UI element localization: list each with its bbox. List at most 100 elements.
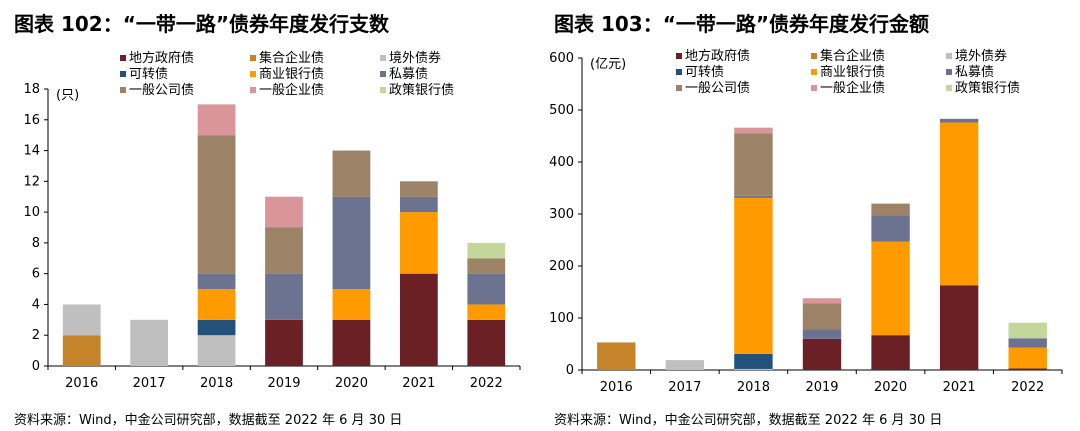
legend-swatch <box>676 53 682 59</box>
y-tick-label: 2 <box>32 328 40 343</box>
bar-segment <box>871 241 910 336</box>
legend-label: 境外债券 <box>955 48 1007 64</box>
x-tick-label: 2017 <box>133 376 166 391</box>
legend-swatch <box>250 55 256 61</box>
x-tick-label: 2020 <box>874 380 907 395</box>
legend-label: 集合企业债 <box>820 48 885 64</box>
chart-title: 图表 103：“一带一路”债券年度发行金额 <box>554 12 929 36</box>
y-tick-label: 12 <box>23 174 40 189</box>
bar-segment <box>399 273 438 366</box>
x-tick-label: 2018 <box>200 376 233 391</box>
bar-segment <box>734 368 773 370</box>
bar-segment <box>871 335 910 370</box>
y-tick-label: 300 <box>549 207 574 222</box>
legend-swatch <box>946 53 952 59</box>
legend-swatch <box>811 69 817 75</box>
legend-swatch <box>380 55 386 61</box>
chart-panel-issuance-amount: 图表 103：“一带一路”债券年度发行金额 0 100 200 300 400 500 60… <box>540 0 1080 431</box>
y-tick-label: 18 <box>23 82 40 97</box>
legend-label: 商业银行债 <box>820 65 885 80</box>
y-tick-label: 500 <box>549 103 574 118</box>
bar-segment <box>467 242 506 259</box>
bar-segment <box>62 304 101 336</box>
legend-swatch <box>380 87 386 93</box>
bar-segment <box>332 150 371 197</box>
y-tick-label: 200 <box>549 259 574 274</box>
legend-swatch <box>250 71 256 77</box>
bar-segment <box>467 273 506 305</box>
stacked-bar-chart-amount: 0 100 200 300 400 500 600 (亿元) 2016 2017 2018 2019 2… <box>549 48 1063 395</box>
legend-label: 可转债 <box>129 67 168 82</box>
legend-label: 地方政府债 <box>685 48 750 64</box>
legend-label: 一般企业债 <box>820 80 885 96</box>
legend-swatch <box>120 55 126 61</box>
bar-segment <box>939 285 979 370</box>
legend-label: 政策银行债 <box>389 82 454 98</box>
bar-segment <box>265 319 303 366</box>
bar-segment <box>467 258 506 274</box>
x-tick-label: 2016 <box>600 380 633 395</box>
bar-segment <box>939 122 979 286</box>
bar-segment <box>734 127 773 134</box>
chart-title: 图表 102：“一带一路”债券年度发行支数 <box>14 12 389 36</box>
legend-label: 私募债 <box>955 65 994 80</box>
legend-label: 一般企业债 <box>259 82 324 98</box>
bar-segment <box>130 319 169 366</box>
bar-segment <box>1008 322 1047 339</box>
bar-segment <box>332 196 371 290</box>
bar-segment <box>399 212 438 274</box>
source-note: 资料来源：Wind，中金公司研究部，数据截至 2022 年 6 月 30 日 <box>14 413 403 428</box>
bar-segment <box>265 227 303 274</box>
bar-segment <box>332 319 371 366</box>
legend-label: 私募债 <box>389 67 428 82</box>
x-tick-label: 2021 <box>402 376 435 391</box>
bar-segment <box>197 104 236 136</box>
chart-panel-issuance-count: 图表 102：“一带一路”债券年度发行支数 0 2 4 6 8 10 12 14 16 18 (只)… <box>14 12 521 428</box>
legend-label: 境外债券 <box>389 50 441 66</box>
bar-segment <box>197 335 236 366</box>
y-tick-label: 4 <box>32 297 40 312</box>
bar-segment <box>802 329 842 339</box>
bar-segment <box>265 196 303 228</box>
legend-label: 一般公司债 <box>685 80 750 96</box>
y-tick-label: 10 <box>23 205 40 220</box>
x-tick-label: 2020 <box>335 376 368 391</box>
y-tick-label: 8 <box>32 236 40 251</box>
source-note: 资料来源：Wind，中金公司研究部，数据截至 2022 年 6 月 30 日 <box>554 413 943 428</box>
bar-segment <box>62 335 101 366</box>
y-tick-label: 600 <box>549 51 574 66</box>
legend-label: 一般公司债 <box>129 82 194 98</box>
legend-swatch <box>676 85 682 91</box>
bar-segment <box>939 118 979 123</box>
bar-segment <box>399 181 438 197</box>
legend-swatch <box>676 69 682 75</box>
y-unit-label: (只) <box>56 88 79 103</box>
y-tick-label: 0 <box>32 359 40 374</box>
y-tick-label: 400 <box>549 155 574 170</box>
bar-segment <box>467 304 506 320</box>
bar-segment <box>665 360 705 370</box>
bar-segment <box>1008 338 1047 348</box>
x-tick-label: 2022 <box>470 376 503 391</box>
y-tick-label: 6 <box>32 267 40 282</box>
legend-swatch <box>120 87 126 93</box>
legend-swatch <box>811 53 817 59</box>
legend-label: 可转债 <box>685 65 724 80</box>
bar-segment <box>197 273 236 290</box>
legend-swatch <box>811 85 817 91</box>
legend-label: 集合企业债 <box>259 50 324 66</box>
bar-segment <box>734 197 773 354</box>
bar-segment <box>399 196 438 213</box>
x-tick-label: 2018 <box>737 380 770 395</box>
x-tick-label: 2019 <box>267 376 300 391</box>
legend-label: 地方政府债 <box>129 50 194 66</box>
y-unit-label: (亿元) <box>590 57 626 72</box>
stacked-bar-chart-count: 0 2 4 6 8 10 12 14 16 18 (只) 2016 2017 2018 2019 2020 20… <box>23 50 521 391</box>
bar-segment <box>597 342 636 370</box>
x-tick-label: 2016 <box>65 376 98 391</box>
bar-segment <box>265 273 303 320</box>
y-tick-label: 100 <box>549 311 574 326</box>
y-tick-label: 0 <box>566 363 574 378</box>
bar-segment <box>1008 368 1047 370</box>
bar-segment <box>197 319 236 336</box>
